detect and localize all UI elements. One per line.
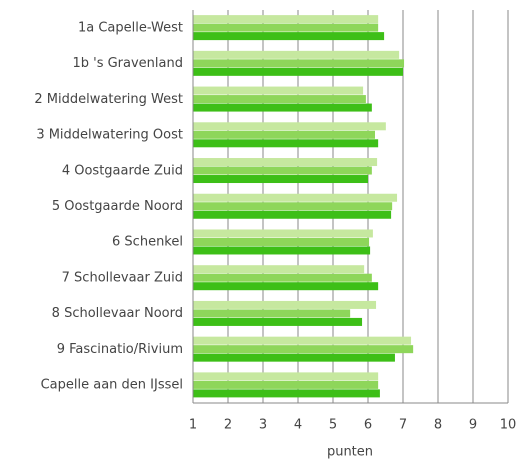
y-tick-label: 3 Middelwatering Oost xyxy=(36,128,183,143)
bar xyxy=(193,336,412,345)
bar xyxy=(193,103,372,112)
x-tick-label: 7 xyxy=(399,418,407,433)
x-tick-label: 8 xyxy=(434,418,442,433)
bar xyxy=(193,67,403,76)
x-tick-label: 2 xyxy=(224,418,232,433)
x-tick-label: 10 xyxy=(500,418,517,433)
bar xyxy=(193,122,386,131)
bar xyxy=(193,50,400,59)
x-tick-label: 4 xyxy=(294,418,302,433)
bar xyxy=(193,273,372,282)
bar xyxy=(193,246,371,255)
bar xyxy=(193,372,379,381)
bar xyxy=(193,139,379,148)
bar xyxy=(193,229,373,238)
y-tick-label: 9 Fascinatio/Rivium xyxy=(57,342,183,357)
bar xyxy=(193,95,366,104)
bar xyxy=(193,309,351,318)
bar xyxy=(193,300,377,309)
y-tick-label: Capelle aan den IJssel xyxy=(41,378,183,393)
y-tick-label: 5 Oostgaarde Noord xyxy=(52,199,183,214)
bar xyxy=(193,345,414,354)
bar xyxy=(193,59,405,68)
x-tick-label: 6 xyxy=(364,418,372,433)
y-tick-label: 4 Oostgaarde Zuid xyxy=(62,163,183,178)
bar xyxy=(193,175,368,184)
y-tick-label: 1a Capelle-West xyxy=(78,20,183,35)
bar xyxy=(193,193,398,202)
y-tick-label: 1b 's Gravenland xyxy=(72,56,183,71)
bar xyxy=(193,210,392,219)
x-tick-label: 9 xyxy=(469,418,477,433)
bar xyxy=(193,86,364,95)
y-tick-label: 6 Schenkel xyxy=(112,235,183,250)
x-tick-label: 3 xyxy=(259,418,267,433)
y-tick-label: 7 Schollevaar Zuid xyxy=(62,270,183,285)
bar xyxy=(193,282,379,291)
y-tick-label: 2 Middelwatering West xyxy=(34,92,183,107)
bar xyxy=(193,237,370,246)
x-tick-label: 1 xyxy=(189,418,197,433)
bar xyxy=(193,317,363,326)
bar xyxy=(193,166,372,175)
bar xyxy=(193,15,379,24)
x-tick-label: 5 xyxy=(329,418,337,433)
bar xyxy=(193,389,380,398)
x-axis-label: punten xyxy=(327,445,373,460)
bar xyxy=(193,158,378,167)
bar xyxy=(193,380,379,389)
bar xyxy=(193,202,393,211)
bar xyxy=(193,265,365,274)
bar xyxy=(193,130,375,139)
y-tick-label: 8 Schollevaar Noord xyxy=(52,306,183,321)
bar xyxy=(193,353,395,362)
bar xyxy=(193,32,385,41)
bar xyxy=(193,23,379,32)
